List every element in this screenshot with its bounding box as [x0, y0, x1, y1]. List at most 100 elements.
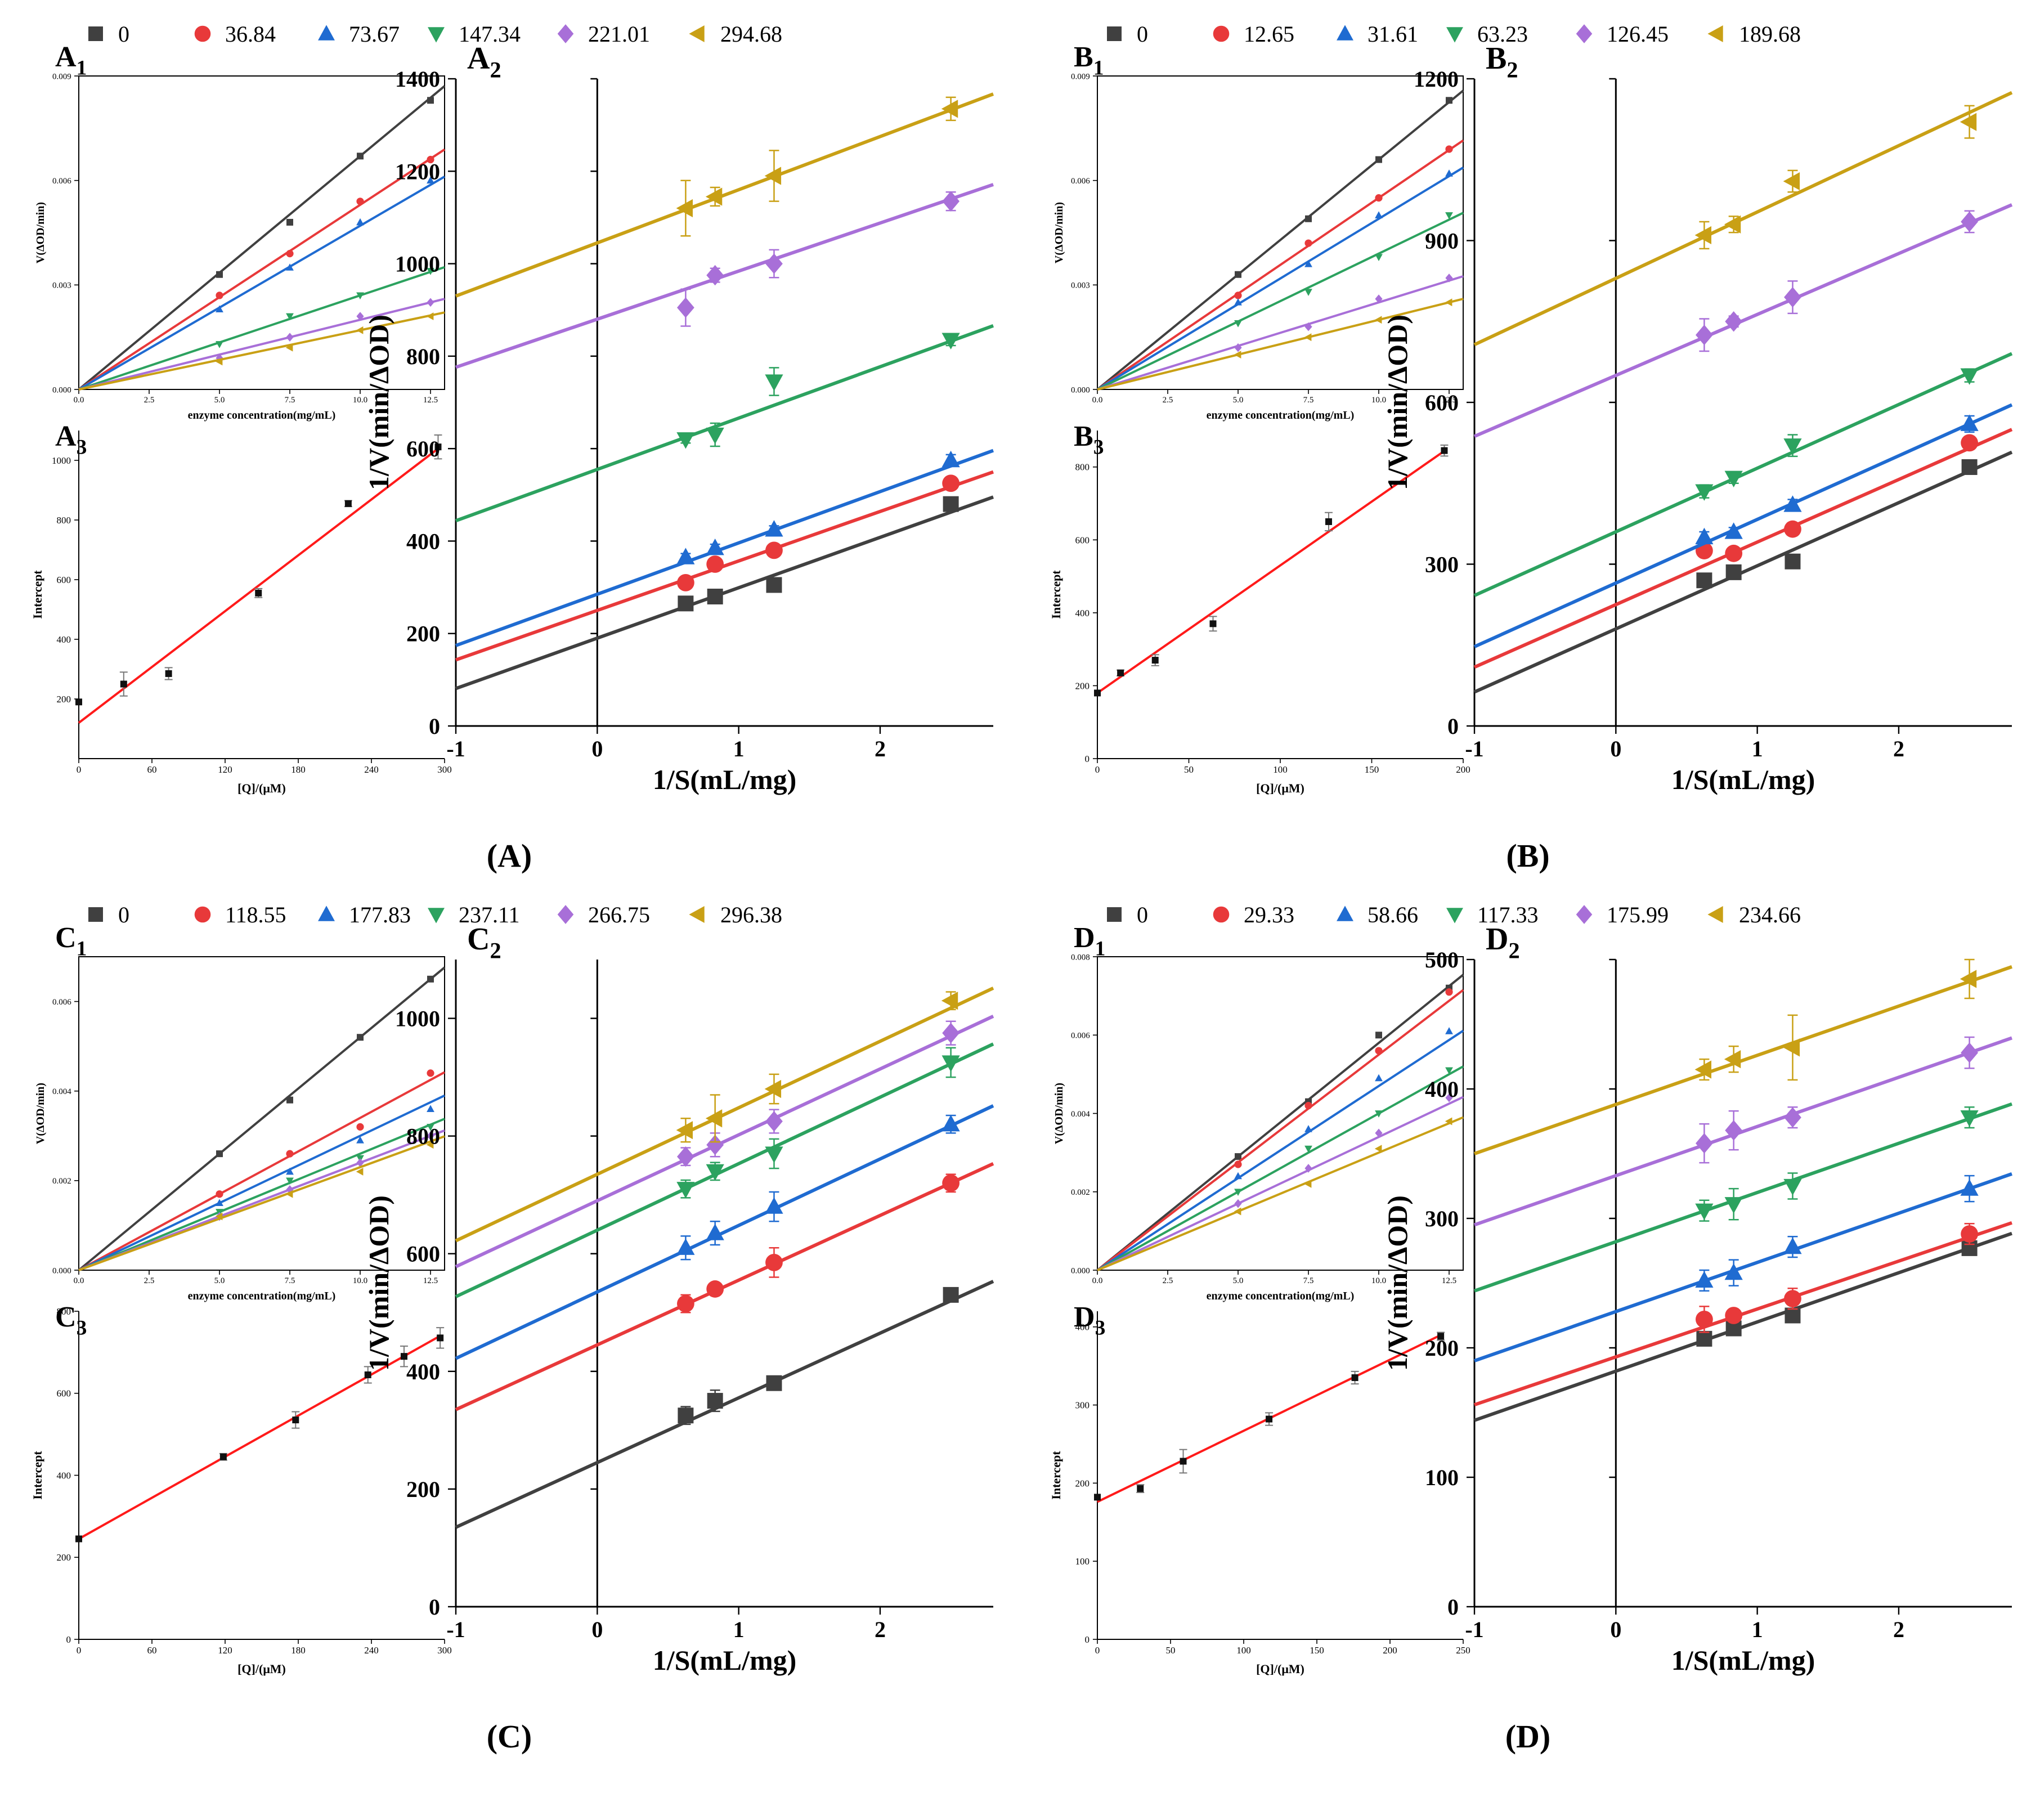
- data-point: [678, 1407, 694, 1424]
- x-tick-label: 5.0: [1233, 396, 1244, 405]
- data-point: [676, 297, 694, 318]
- x-tick-label: 5.0: [214, 1276, 225, 1285]
- figure-layer: 0 36.84 73.67 147.34 221.01 294.68 0.0 2.5 5.0 7.…: [30, 21, 2013, 1755]
- data-point: [1960, 113, 1977, 131]
- x-axis-label: enzyme concentration(mg/mL): [1207, 409, 1355, 422]
- legend-marker: [1213, 906, 1230, 923]
- legend-label: 0: [118, 902, 129, 927]
- subplot-1: 0.0 2.5 5.0 7.5 10.0 12.5 0.000 0.002 0.004 0.006…: [34, 922, 446, 1302]
- panel-b: 0 12.65 31.61 63.23 126.45 189.68 0.0 2.5 5.0 7.5…: [1049, 21, 2013, 874]
- y-tick-label: 400: [406, 528, 440, 554]
- data-point: [286, 333, 294, 342]
- y-tick-label: 600: [57, 575, 71, 585]
- legend-marker: [88, 907, 103, 922]
- panel-letter: B: [1074, 420, 1093, 452]
- data-point: [357, 1034, 364, 1041]
- panel-subscript: 3: [77, 1317, 87, 1340]
- data-point: [1304, 1180, 1312, 1188]
- data-point: [426, 1141, 434, 1149]
- y-tick-label: 400: [406, 1359, 440, 1384]
- legend-label: 266.75: [588, 902, 650, 927]
- legend-marker: [1707, 906, 1723, 923]
- y-tick-label: 1000: [395, 1006, 440, 1032]
- data-point: [1137, 1485, 1144, 1492]
- data-point: [676, 548, 695, 564]
- x-tick-label: 250: [1456, 1645, 1470, 1656]
- x-tick-label: -1: [1465, 736, 1483, 761]
- x-axis-label: [Q]/(μM): [1256, 781, 1304, 795]
- fit-line: [1473, 450, 2013, 694]
- legend-label: 36.84: [225, 21, 276, 47]
- data-point: [1234, 351, 1241, 359]
- x-tick-label: 12.5: [1442, 396, 1456, 405]
- data-point: [286, 1167, 294, 1175]
- x-axis-label: 1/S(mL/mg): [653, 1644, 797, 1676]
- data-point: [1375, 254, 1383, 262]
- legend-marker: [428, 27, 445, 43]
- legend-label: 189.68: [1739, 21, 1801, 47]
- legend-label: 31.61: [1368, 21, 1418, 47]
- panel-label: B2: [1486, 41, 1518, 83]
- data-point: [75, 698, 82, 706]
- data-point: [356, 1136, 364, 1144]
- y-tick-label: 600: [406, 436, 440, 461]
- fit-line: [78, 1135, 445, 1271]
- panel-letter: A: [467, 41, 490, 76]
- y-tick-label: 800: [57, 1306, 71, 1317]
- y-tick-label: 0.000: [1071, 385, 1090, 395]
- legend-label: 58.66: [1368, 902, 1418, 927]
- data-point: [943, 1286, 959, 1303]
- data-point: [1725, 1307, 1743, 1324]
- data-point: [1961, 459, 1978, 475]
- data-point: [285, 1190, 293, 1198]
- x-tick-label: 7.5: [285, 1276, 295, 1285]
- data-point: [1234, 320, 1242, 328]
- data-point: [707, 1393, 723, 1409]
- legend-label: 126.45: [1607, 21, 1669, 47]
- legend-label: 234.66: [1739, 902, 1801, 927]
- legend-label: 0: [118, 21, 129, 47]
- y-tick-label: 0.003: [1071, 281, 1090, 290]
- data-point: [1305, 215, 1312, 222]
- x-tick-label: 0.0: [74, 396, 84, 405]
- y-tick-label: 600: [57, 1388, 71, 1399]
- data-point: [941, 100, 958, 118]
- data-point: [1375, 211, 1383, 218]
- x-tick-label: 120: [218, 764, 232, 775]
- x-tick-label: 12.5: [1442, 1276, 1456, 1285]
- data-point: [1151, 657, 1159, 664]
- data-point: [1375, 1128, 1383, 1138]
- data-point: [1445, 274, 1453, 283]
- x-axis-label: 1/S(mL/mg): [1671, 764, 1815, 795]
- legend-label: 237.11: [459, 902, 520, 927]
- legend-marker: [428, 908, 445, 924]
- data-point: [1437, 1333, 1445, 1340]
- data-point: [1304, 239, 1312, 247]
- panel-subscript: 1: [77, 57, 87, 80]
- data-point: [1694, 1060, 1711, 1079]
- data-point: [1724, 470, 1743, 487]
- fit-line: [78, 148, 446, 391]
- data-point: [941, 1114, 960, 1132]
- panel-letter: A: [55, 41, 77, 73]
- panel-d: 0 29.33 58.66 117.33 175.99 234.66 0.0 2.5 5.0 7.…: [1049, 902, 2012, 1755]
- legend-marker: [194, 906, 211, 923]
- panel-subscript: 1: [1095, 938, 1106, 961]
- data-point: [437, 1334, 444, 1342]
- y-tick-label: 300: [1425, 1206, 1459, 1231]
- y-tick-label: 1200: [395, 159, 440, 184]
- y-tick-label: 0.000: [52, 385, 71, 395]
- data-point: [1695, 325, 1713, 346]
- legend-marker: [1337, 25, 1353, 41]
- x-axis-label: [Q]/(μM): [1256, 1662, 1304, 1676]
- panel-letter: D: [1486, 922, 1508, 957]
- data-point: [765, 1146, 783, 1163]
- data-point: [1234, 1189, 1242, 1196]
- data-point: [943, 496, 959, 512]
- data-point: [219, 1453, 227, 1460]
- y-tick-label: 600: [1425, 390, 1459, 415]
- data-point: [1695, 1311, 1713, 1328]
- fit-line: [78, 1335, 441, 1540]
- data-point: [356, 1123, 364, 1131]
- fit-line: [1473, 428, 2013, 669]
